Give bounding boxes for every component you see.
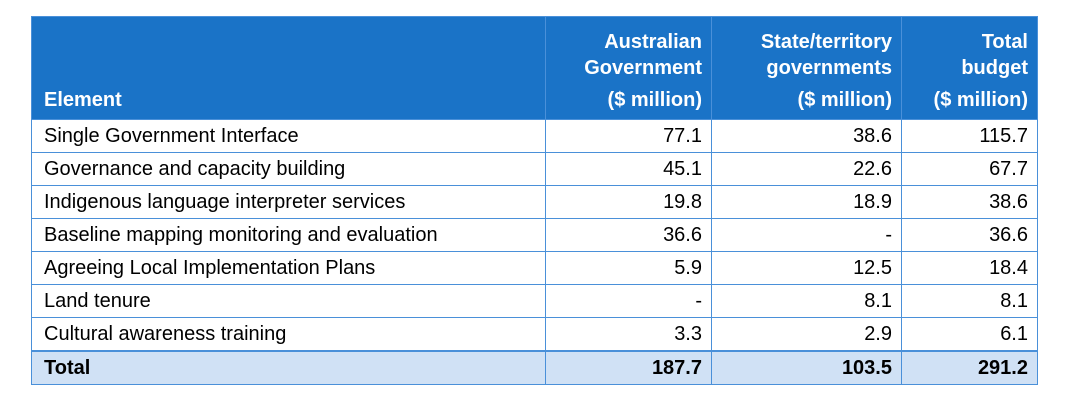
cell-element: Agreeing Local Implementation Plans [31, 251, 546, 285]
header-state-line-1: State/territory [760, 31, 892, 53]
table-body: Single Government Interface 77.1 38.6 11… [31, 119, 1038, 385]
total-australian: 187.7 [545, 350, 712, 385]
cell-state: 38.6 [711, 119, 902, 153]
cell-total: 18.4 [901, 251, 1038, 285]
table-row: Land tenure - 8.1 8.1 [31, 284, 1038, 318]
cell-australian: 5.9 [545, 251, 712, 285]
header-row: Element Australian Government ($ million… [31, 16, 1038, 120]
cell-australian: 36.6 [545, 218, 712, 252]
cell-state: 18.9 [711, 185, 902, 219]
header-total-line-1: Total [981, 31, 1028, 53]
cell-element: Land tenure [31, 284, 546, 318]
budget-table: Element Australian Government ($ million… [31, 16, 1038, 385]
table-header: Element Australian Government ($ million… [31, 16, 1038, 120]
cell-state: 2.9 [711, 317, 902, 352]
header-element-label: Element [44, 89, 122, 111]
cell-australian: 45.1 [545, 152, 712, 186]
header-total-budget: Total budget ($ million) [901, 16, 1038, 120]
header-australian-government: Australian Government ($ million) [545, 16, 712, 120]
cell-state: 8.1 [711, 284, 902, 318]
header-australian-unit: ($ million) [607, 89, 702, 111]
cell-element: Baseline mapping monitoring and evaluati… [31, 218, 546, 252]
cell-australian: 3.3 [545, 317, 712, 352]
table-row: Cultural awareness training 3.3 2.9 6.1 [31, 317, 1038, 352]
cell-total: 36.6 [901, 218, 1038, 252]
header-state-unit: ($ million) [797, 89, 892, 111]
table-row: Governance and capacity building 45.1 22… [31, 152, 1038, 186]
header-state-territory-governments: State/territory governments ($ million) [711, 16, 902, 120]
cell-australian: 77.1 [545, 119, 712, 153]
header-element: Element [31, 16, 546, 120]
total-state: 103.5 [711, 350, 902, 385]
header-total-line-2: budget [961, 57, 1028, 79]
cell-element: Single Government Interface [31, 119, 546, 153]
cell-element: Governance and capacity building [31, 152, 546, 186]
header-australian-line-2: Government [584, 57, 702, 79]
cell-total: 115.7 [901, 119, 1038, 153]
header-australian-line-1: Australian [604, 31, 702, 53]
header-state-line-2: governments [766, 57, 892, 79]
total-row: Total 187.7 103.5 291.2 [31, 350, 1038, 385]
table-row: Baseline mapping monitoring and evaluati… [31, 218, 1038, 252]
table-row: Indigenous language interpreter services… [31, 185, 1038, 219]
cell-element: Indigenous language interpreter services [31, 185, 546, 219]
table-row: Single Government Interface 77.1 38.6 11… [31, 119, 1038, 153]
header-total-unit: ($ million) [933, 89, 1028, 111]
cell-state: 22.6 [711, 152, 902, 186]
cell-element: Cultural awareness training [31, 317, 546, 352]
cell-total: 6.1 [901, 317, 1038, 352]
cell-total: 38.6 [901, 185, 1038, 219]
cell-state: - [711, 218, 902, 252]
total-budget: 291.2 [901, 350, 1038, 385]
cell-total: 8.1 [901, 284, 1038, 318]
cell-australian: - [545, 284, 712, 318]
cell-australian: 19.8 [545, 185, 712, 219]
cell-total: 67.7 [901, 152, 1038, 186]
table-row: Agreeing Local Implementation Plans 5.9 … [31, 251, 1038, 285]
cell-state: 12.5 [711, 251, 902, 285]
total-label: Total [31, 350, 546, 385]
